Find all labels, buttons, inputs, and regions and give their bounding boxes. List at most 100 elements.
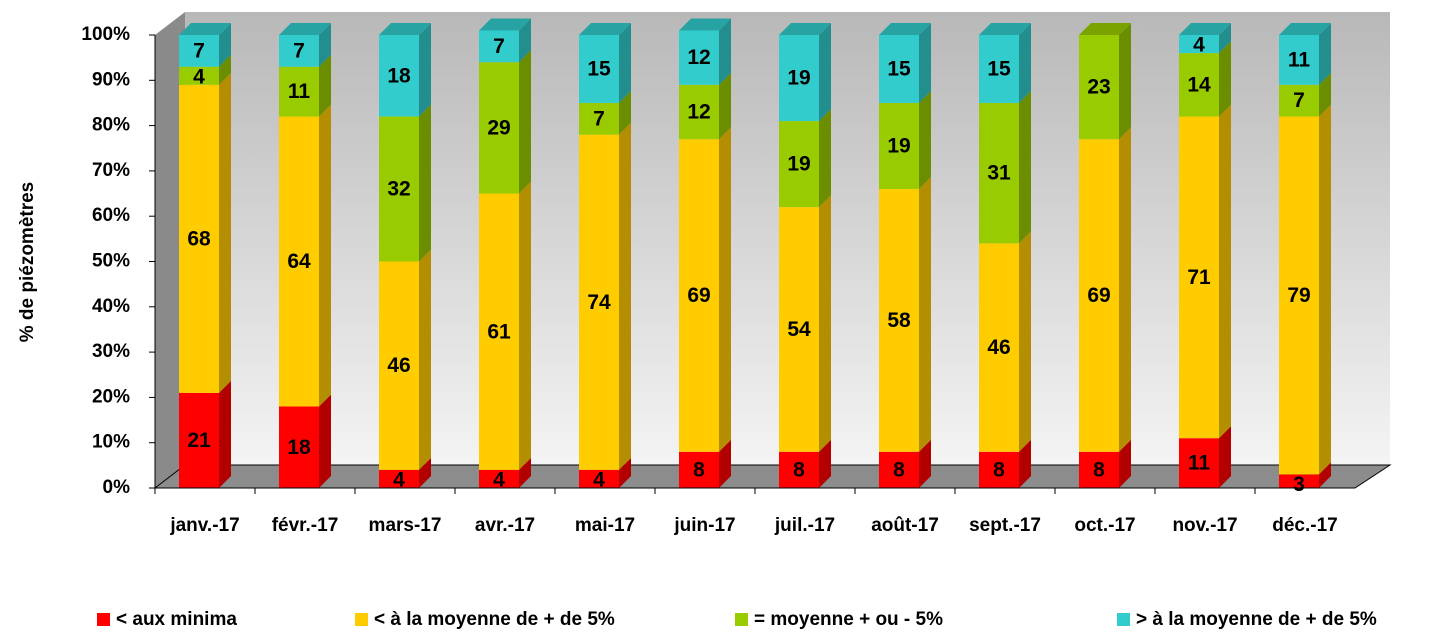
bar	[779, 207, 819, 452]
data-label: 8	[1093, 458, 1105, 481]
x-tick-label: sept.-17	[969, 515, 1041, 536]
bar	[1179, 438, 1219, 488]
y-tick-label: 50%	[92, 251, 130, 272]
bar-side	[819, 195, 831, 452]
y-tick-label: 20%	[92, 386, 130, 407]
data-label: 4	[493, 468, 505, 491]
bar-side	[919, 23, 931, 103]
bar	[1079, 35, 1119, 140]
legend-label: > à la moyenne de + de 5%	[1136, 609, 1377, 630]
data-label: 18	[387, 64, 411, 87]
data-label: 68	[187, 227, 211, 250]
bar-side	[719, 18, 731, 85]
bar	[1179, 35, 1219, 54]
bar	[479, 62, 519, 194]
data-label: 8	[793, 458, 805, 481]
bar-side	[319, 104, 331, 407]
bar-side	[419, 457, 431, 488]
bar	[179, 392, 219, 488]
x-tick-label: mars-17	[369, 515, 442, 536]
data-label: 12	[687, 46, 710, 69]
bar	[979, 102, 1019, 244]
bar-side	[719, 127, 731, 452]
bar-side	[319, 23, 331, 67]
x-tick-label: juil.-17	[774, 515, 835, 536]
bar-top	[879, 23, 931, 35]
bar	[379, 35, 419, 117]
data-label: 74	[587, 291, 611, 314]
bar-side	[1219, 104, 1231, 439]
bar	[679, 30, 719, 85]
bar-side	[1319, 72, 1331, 117]
data-label: 18	[287, 436, 311, 459]
bar	[979, 243, 1019, 452]
data-label: 29	[487, 116, 510, 139]
bar-side	[619, 122, 631, 470]
bar	[179, 84, 219, 393]
bar-side	[1019, 23, 1031, 103]
data-label: 4	[593, 468, 605, 491]
bar-side	[519, 50, 531, 194]
data-label: 19	[887, 135, 910, 158]
data-label: 69	[1087, 284, 1110, 307]
data-label: 7	[293, 39, 305, 62]
bar	[979, 451, 1019, 488]
bar	[579, 102, 619, 135]
bar	[1179, 53, 1219, 117]
data-label: 54	[787, 318, 811, 341]
bar	[279, 66, 319, 117]
bar	[879, 189, 919, 452]
bar-top	[1079, 23, 1131, 35]
bar	[879, 451, 919, 488]
data-label: 19	[787, 153, 810, 176]
legend-label: < aux minima	[116, 609, 237, 630]
legend-swatch	[355, 613, 368, 626]
bar-side	[619, 457, 631, 488]
bar-top	[279, 23, 331, 35]
y-tick-label: 100%	[81, 24, 130, 45]
legend-swatch	[735, 613, 748, 626]
x-tick-label: août-17	[871, 515, 939, 536]
data-label: 71	[1187, 266, 1211, 289]
x-tick-label: janv.-17	[169, 515, 239, 536]
data-label: 7	[1293, 89, 1305, 112]
bar-side	[1319, 23, 1331, 85]
data-label: 15	[887, 58, 911, 81]
data-label: 64	[287, 250, 311, 273]
bar-side	[219, 72, 231, 393]
bar	[879, 35, 919, 103]
bar-top	[779, 23, 831, 35]
data-label: 3	[1293, 473, 1305, 496]
bar-side	[1219, 426, 1231, 488]
bar-side	[1119, 439, 1131, 488]
bar-top	[979, 23, 1031, 35]
bar-top	[379, 23, 431, 35]
bar-side	[819, 23, 831, 122]
legend-swatch	[1117, 613, 1130, 626]
data-label: 19	[787, 67, 810, 90]
bar-side	[919, 177, 931, 452]
bar	[479, 193, 519, 470]
bar	[679, 139, 719, 452]
data-label: 11	[288, 80, 311, 103]
data-label: 7	[593, 107, 605, 130]
data-label: 12	[687, 101, 710, 124]
legend-swatch	[97, 613, 110, 626]
bar	[179, 66, 219, 85]
y-tick-label: 80%	[92, 115, 130, 136]
y-tick-label: 70%	[92, 160, 130, 181]
bar-side	[1319, 104, 1331, 475]
bar	[179, 35, 219, 67]
bar-side	[1219, 41, 1231, 117]
legend-label: < à la moyenne de + de 5%	[374, 609, 615, 630]
data-label: 11	[1288, 48, 1311, 71]
bar	[379, 469, 419, 488]
bar-side	[219, 23, 231, 67]
bar	[1179, 116, 1219, 439]
y-tick-label: 0%	[103, 477, 131, 498]
legend-label: = moyenne + ou - 5%	[754, 609, 943, 630]
y-tick-label: 10%	[92, 432, 130, 453]
bar	[779, 35, 819, 122]
bar-side	[1219, 23, 1231, 54]
bar-side	[419, 249, 431, 470]
